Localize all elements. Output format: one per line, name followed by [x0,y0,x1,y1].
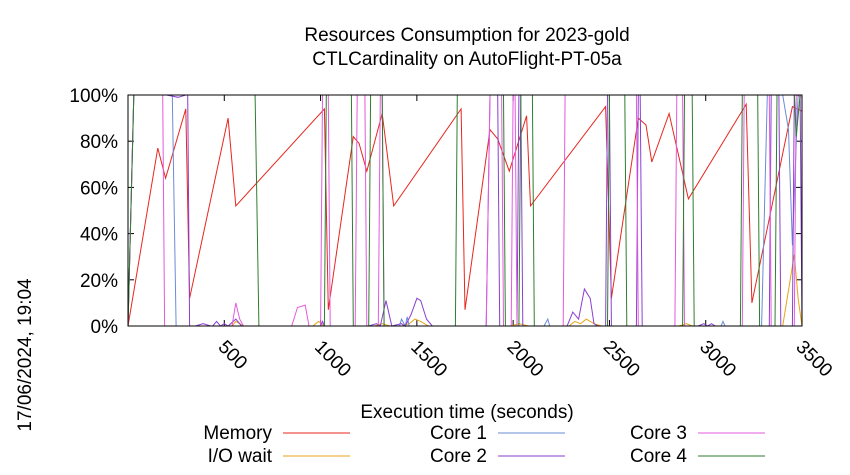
chart-title-line-1: Resources Consumption for 2023-gold [304,25,629,46]
y-axis-ticks: 0% 20% 40% 60% 80% 100% [69,86,802,338]
legend-label: Memory [203,423,272,444]
x-axis-label: Execution time (seconds) [360,402,573,423]
y-tick-label: 20% [80,271,118,292]
legend-label: Core 3 [630,423,687,444]
timestamp-label: 17/06/2024, 19:04 [15,278,36,432]
y-tick-label: 60% [80,178,118,199]
x-tick-label: 2500 [599,337,644,382]
y-tick-label: 80% [80,132,118,153]
legend-label: I/O wait [208,446,273,467]
y-tick-label: 0% [91,317,119,338]
plot-frame [127,94,803,327]
y-tick-label: 40% [80,225,118,246]
x-tick-label: 3500 [791,337,836,382]
series-lines [127,94,803,328]
x-tick-label: 1500 [406,337,451,382]
legend-label: Core 2 [430,446,487,467]
series-line-memory [127,102,803,327]
y-tick-label: 100% [69,86,118,107]
chart-title-line-2: CTLCardinality on AutoFlight-PT-05a [312,49,622,70]
x-tick-label: 2000 [503,337,548,382]
x-tick-label: 1000 [310,337,355,382]
legend-label: Core 4 [630,446,687,467]
x-tick-label: 500 [214,337,251,374]
x-tick-label: 3000 [695,337,740,382]
series-line-core-4 [127,94,802,327]
legend-label: Core 1 [430,423,487,444]
